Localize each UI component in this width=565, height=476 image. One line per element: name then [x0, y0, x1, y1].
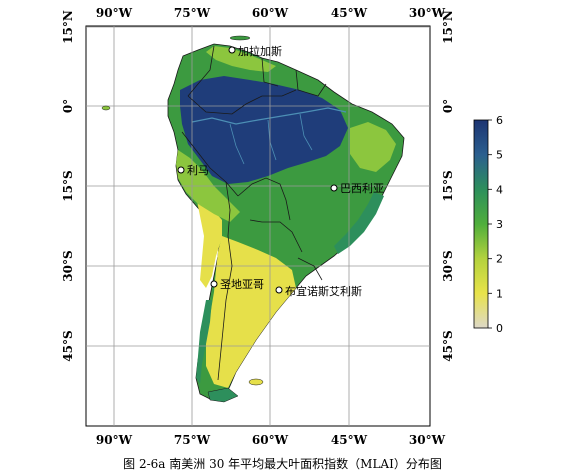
- colorbar-tick-2: 2: [496, 253, 503, 266]
- colorbar: 6 5 4 3 2 1 0: [473, 114, 503, 335]
- lon-tick-bottom-4: 30°W: [409, 433, 446, 447]
- lon-tick-top-0: 90°W: [96, 6, 133, 20]
- region-dark-blue-amazon: [180, 76, 348, 184]
- lat-tick-right-2: 15°S: [441, 170, 455, 201]
- city-dot-buenos-aires: [275, 286, 283, 294]
- figure-caption: 图 2-6a 南美洲 30 年平均最大叶面积指数（MLAI）分布图: [123, 457, 442, 471]
- city-dot-santiago: [210, 280, 218, 288]
- city-label-caracas: 加拉加斯: [238, 44, 282, 58]
- city-dot-lima: [177, 166, 185, 174]
- city-dot-caracas: [228, 46, 236, 54]
- lon-tick-bottom-2: 60°W: [252, 433, 289, 447]
- colorbar-ticks: [488, 119, 492, 329]
- country-borders: [181, 45, 327, 381]
- lon-tick-top-4: 30°W: [409, 6, 446, 20]
- falkland-islands: [248, 378, 264, 386]
- tierra-del-fuego: [207, 387, 239, 403]
- lat-tick-left-2: 15°S: [61, 170, 75, 201]
- lat-tick-right-1: 0°: [441, 99, 455, 113]
- lon-tick-top-3: 45°W: [331, 6, 368, 20]
- region-atlantic-forest: [334, 192, 384, 254]
- colorbar-tick-0: 0: [496, 322, 503, 335]
- region-light-green-caatinga: [350, 122, 396, 172]
- city-dot-brasilia: [330, 184, 338, 192]
- city-markers: 加拉加斯 利马 巴西利亚 圣地亚哥 布宜诺斯艾利斯: [177, 44, 384, 298]
- lon-labels-top: 90°W 75°W 60°W 45°W 30°W: [96, 6, 446, 20]
- colorbar-tick-4: 4: [496, 183, 503, 196]
- colorbar-tick-5: 5: [496, 149, 503, 162]
- caribbean-islands: [229, 35, 251, 41]
- graticule: [86, 26, 430, 426]
- colorbar-tick-6: 6: [496, 114, 503, 127]
- lat-tick-left-3: 30°S: [61, 250, 75, 281]
- lat-labels-left: 15°N 0° 15°S 30°S 45°S: [61, 10, 75, 362]
- region-light-green-north: [206, 46, 276, 72]
- lat-tick-right-3: 30°S: [441, 250, 455, 281]
- region-yellow-atacama: [196, 196, 222, 288]
- city-label-brasilia: 巴西利亚: [340, 182, 384, 195]
- lat-labels-right: 15°N 0° 15°S 30°S 45°S: [441, 10, 455, 362]
- colorbar-tick-1: 1: [496, 287, 503, 300]
- galapagos-islands: [101, 105, 111, 111]
- region-yellow-south: [206, 236, 296, 388]
- colorbar-gradient: [473, 119, 489, 329]
- lat-tick-left-1: 0°: [61, 99, 75, 113]
- lon-tick-bottom-1: 75°W: [174, 433, 211, 447]
- lon-tick-top-2: 60°W: [252, 6, 289, 20]
- city-label-buenos-aires: 布宜诺斯艾利斯: [285, 284, 362, 298]
- city-label-santiago: 圣地亚哥: [220, 278, 264, 291]
- map-content: [86, 26, 430, 426]
- lat-tick-left-0: 15°N: [61, 10, 75, 44]
- lat-tick-right-4: 45°S: [441, 330, 455, 361]
- lat-tick-right-0: 15°N: [441, 10, 455, 44]
- lon-tick-bottom-3: 45°W: [331, 433, 368, 447]
- lon-tick-top-1: 75°W: [174, 6, 211, 20]
- region-chile-forest: [196, 300, 212, 384]
- lon-labels-bottom: 90°W 75°W 60°W 45°W 30°W: [96, 433, 446, 447]
- city-label-lima: 利马: [187, 164, 209, 177]
- lon-tick-bottom-0: 90°W: [96, 433, 133, 447]
- lat-tick-left-4: 45°S: [61, 330, 75, 361]
- colorbar-tick-3: 3: [496, 218, 503, 231]
